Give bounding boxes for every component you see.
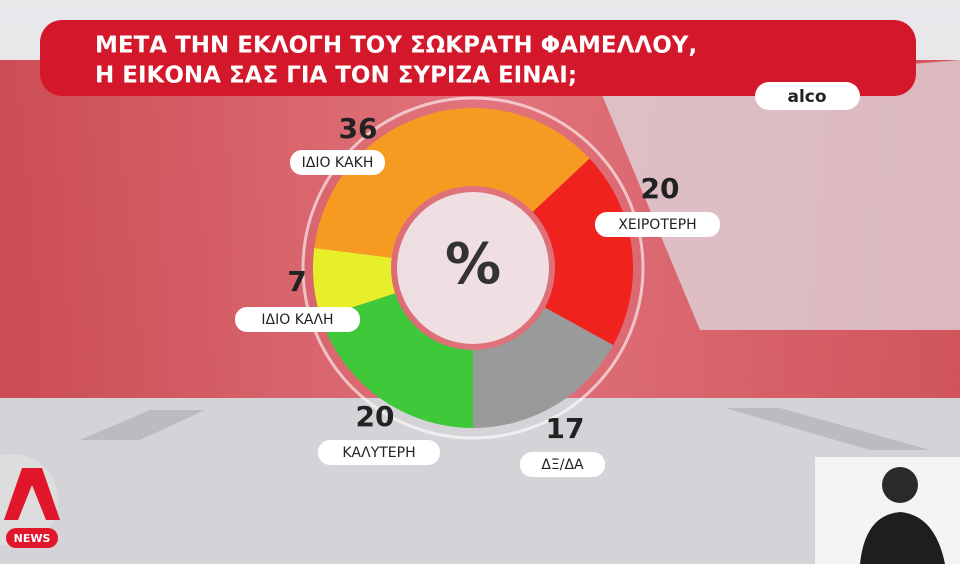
category-badge bbox=[235, 307, 360, 332]
value-label: 17 bbox=[546, 412, 585, 445]
donut-halo bbox=[301, 96, 645, 440]
category-label: ΙΔΙΟ ΚΑΚΗ bbox=[302, 155, 374, 171]
source: alco bbox=[787, 87, 826, 107]
value-label: 36 bbox=[339, 112, 378, 145]
value-label: 20 bbox=[356, 400, 395, 433]
value-label: 7 bbox=[287, 265, 306, 298]
category-label: ΙΔΙΟ ΚΑΛΗ bbox=[261, 312, 333, 328]
logo-text: NEWS bbox=[14, 532, 51, 545]
donut-slice bbox=[473, 307, 614, 428]
backdrop-flag-white bbox=[600, 60, 960, 330]
title-bar bbox=[40, 20, 916, 96]
category-badge bbox=[520, 452, 605, 477]
category-badge bbox=[290, 150, 385, 175]
logo-mark bbox=[4, 468, 60, 520]
category-label: ΚΑΛΥΤΕΡΗ bbox=[342, 445, 415, 461]
donut-slice bbox=[320, 293, 473, 428]
donut-center bbox=[397, 192, 549, 344]
donut-slice bbox=[532, 158, 633, 346]
source-badge bbox=[755, 82, 860, 110]
category-badge bbox=[595, 212, 720, 237]
title-line: Η ΕΙΚΟΝΑ ΣΑΣ ΓΙΑ ΤΟΝ ΣΥΡΙΖΑ ΕΙΝΑΙ; bbox=[95, 63, 577, 89]
center-label: % bbox=[445, 232, 501, 297]
donut-slice bbox=[313, 247, 396, 318]
value-label: 20 bbox=[641, 172, 680, 205]
logo-badge bbox=[6, 528, 58, 548]
donut-slice bbox=[314, 107, 590, 258]
floor-step bbox=[80, 410, 205, 440]
interpreter-head bbox=[882, 467, 918, 503]
interpreter-body bbox=[860, 512, 945, 564]
floor-step bbox=[725, 408, 930, 450]
category-label: ΔΞ/ΔΑ bbox=[541, 457, 584, 473]
donut: % 20 ΚΑΛΥΤΕΡΗ 7 ΙΔΙΟ ΚΑΛΗ 36 ΙΔΙΟ ΚΑΚΗ 20 ΧΕΙΡΟΤ… bbox=[235, 96, 720, 477]
category-badge bbox=[318, 440, 440, 465]
title-line: ΜΕΤΑ ΤΗΝ ΕΚΛΟΓΗ ΤΟΥ ΣΩΚΡΑΤΗ ΦΑΜΕΛΛΟΥ, bbox=[95, 33, 697, 59]
category-label: ΧΕΙΡΟΤΕΡΗ bbox=[618, 217, 696, 233]
